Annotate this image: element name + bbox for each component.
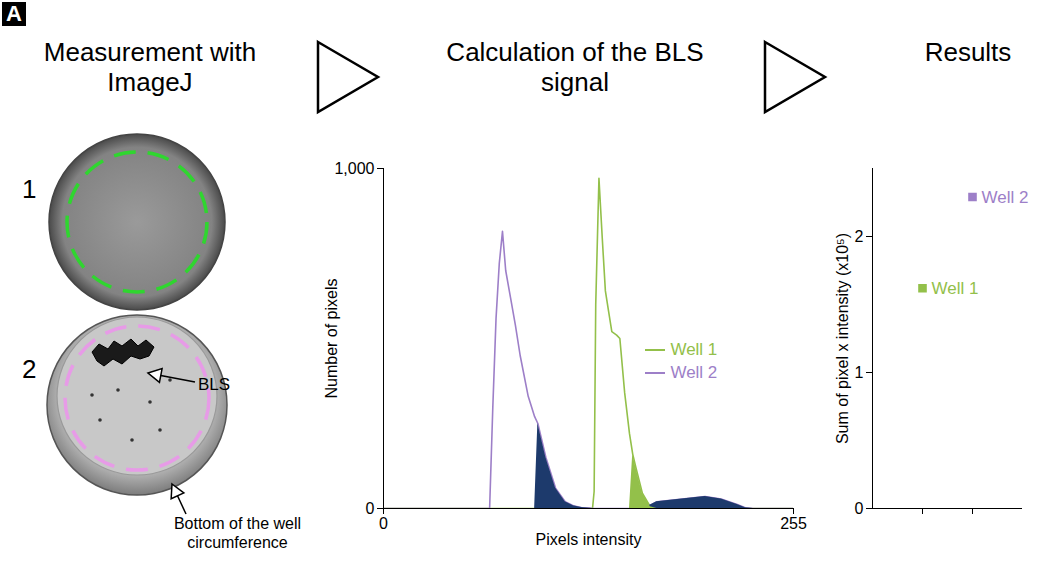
svg-text:Pixels intensity: Pixels intensity (536, 531, 642, 548)
svg-text:0: 0 (379, 515, 388, 532)
svg-text:0: 0 (366, 500, 375, 517)
html-text:Calculation of the BLS signal: Calculation of the BLS signal (446, 37, 704, 97)
svg-text:Number of pixels: Number of pixels (323, 278, 340, 398)
svg-text:Well 2: Well 2 (982, 188, 1029, 207)
svg-text:Sum of pixel x intensity (x10⁵: Sum of pixel x intensity (x10⁵) (834, 233, 851, 444)
svg-text:2: 2 (855, 228, 864, 245)
html-text:Bottom of the well circumferen: Bottom of the well circumference (173, 515, 302, 552)
html-text:Well 2: Well 2 (670, 363, 718, 382)
svg-text:1: 1 (855, 364, 864, 381)
svg-text:2: 2 (22, 354, 36, 384)
svg-text:1,000: 1,000 (334, 160, 374, 177)
svg-text:255: 255 (780, 515, 807, 532)
svg-text:Well 1: Well 1 (932, 279, 979, 298)
html-text:Measurement with ImageJ: Measurement with ImageJ (43, 37, 257, 97)
svg-text:0: 0 (855, 500, 864, 517)
html-text:Results: Results (924, 37, 1012, 67)
svg-text:1: 1 (22, 174, 36, 204)
html-text:Well 1: Well 1 (670, 340, 718, 359)
html-text:A: A (6, 1, 22, 26)
svg-text:BLS: BLS (198, 375, 230, 394)
